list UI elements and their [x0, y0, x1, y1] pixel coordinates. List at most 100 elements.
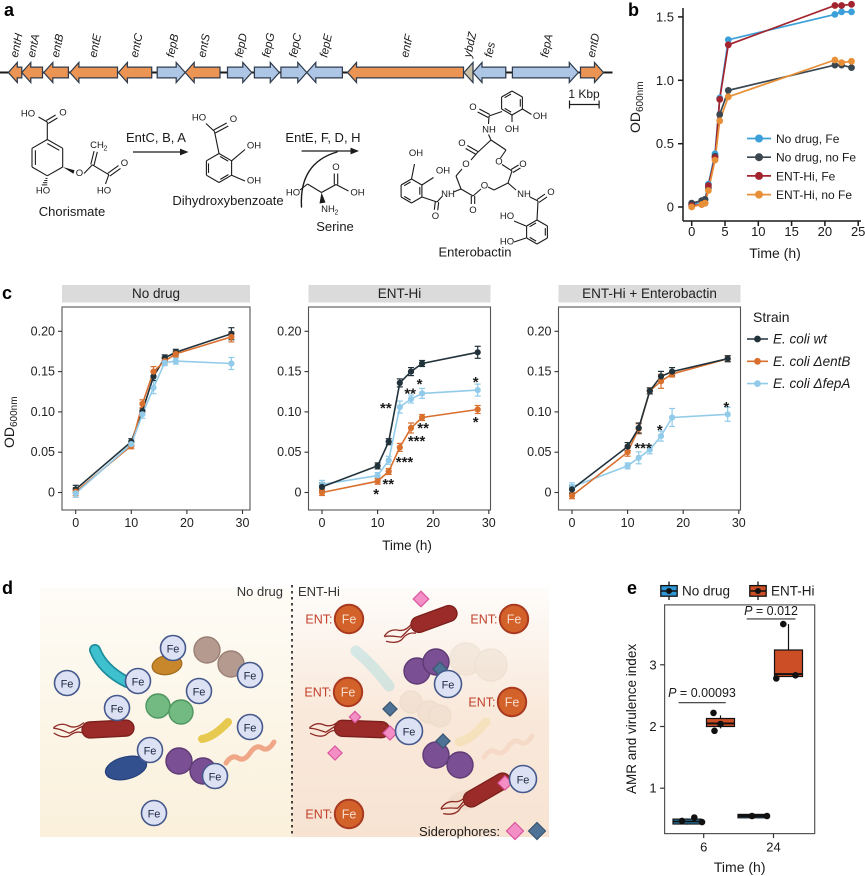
svg-text:0.20: 0.20: [31, 324, 55, 338]
svg-text:HO: HO: [286, 188, 300, 199]
svg-text:*: *: [723, 399, 729, 416]
svg-text:P = 0.00093: P = 0.00093: [668, 686, 736, 700]
svg-text:OH: OH: [409, 148, 423, 159]
svg-text:O: O: [481, 181, 488, 192]
svg-text:Time (h): Time (h): [382, 538, 432, 553]
svg-text:6: 6: [700, 840, 707, 855]
svg-text:ENT:: ENT:: [304, 685, 331, 699]
svg-text:fepC: fepC: [288, 32, 305, 59]
svg-text:Chorismate: Chorismate: [39, 204, 105, 219]
svg-text:entH: entH: [9, 32, 26, 59]
svg-text:Fe: Fe: [209, 771, 222, 783]
svg-text:0.5: 0.5: [656, 136, 674, 151]
svg-text:EntC, B, A: EntC, B, A: [126, 130, 186, 145]
svg-text:No drug, no Fe: No drug, no Fe: [776, 151, 856, 165]
svg-text:*: *: [473, 374, 479, 391]
svg-text:O: O: [432, 211, 439, 222]
svg-text:1: 1: [649, 781, 656, 796]
svg-text:0.15: 0.15: [277, 365, 301, 379]
svg-text:E. coli ΔentB: E. coli ΔentB: [773, 354, 850, 369]
svg-text:0.10: 0.10: [277, 405, 301, 419]
svg-text:15: 15: [784, 224, 798, 239]
svg-text:No drug, Fe: No drug, Fe: [776, 132, 840, 146]
svg-text:c: c: [2, 283, 12, 303]
svg-text:E. coli ΔfepA: E. coli ΔfepA: [773, 376, 850, 391]
svg-text:fepD: fepD: [233, 32, 250, 58]
svg-text:E. coli wt: E. coli wt: [773, 332, 828, 347]
svg-text:20: 20: [818, 224, 832, 239]
svg-text:Strain: Strain: [753, 309, 790, 325]
svg-text:ENT-Hi: ENT-Hi: [771, 584, 815, 599]
svg-text:O: O: [121, 158, 128, 169]
svg-text:entF: entF: [399, 33, 416, 59]
svg-text:5: 5: [721, 224, 728, 239]
svg-text:2: 2: [649, 719, 656, 734]
svg-text:**: **: [404, 386, 416, 403]
svg-text:0: 0: [295, 486, 302, 500]
svg-text:25: 25: [851, 224, 865, 239]
svg-text:24: 24: [766, 840, 780, 855]
svg-text:OH: OH: [247, 141, 261, 152]
svg-text:0.05: 0.05: [527, 445, 551, 459]
svg-text:2: 2: [104, 146, 108, 153]
svg-text:Fe: Fe: [132, 676, 145, 688]
svg-text:HO: HO: [97, 186, 111, 197]
svg-text:Fe: Fe: [167, 643, 180, 655]
svg-text:0.10: 0.10: [31, 405, 55, 419]
svg-text:20: 20: [676, 516, 690, 530]
svg-text:fepE: fepE: [318, 33, 335, 59]
svg-text:*: *: [417, 376, 423, 393]
svg-text:NH: NH: [482, 125, 496, 136]
svg-text:P = 0.012: P = 0.012: [744, 604, 798, 618]
svg-text:Fe: Fe: [403, 726, 416, 738]
svg-text:***: ***: [634, 440, 652, 457]
svg-text:OH: OH: [533, 111, 547, 122]
svg-text:d: d: [2, 578, 13, 598]
svg-text:Fe: Fe: [442, 679, 455, 691]
svg-text:0: 0: [667, 200, 674, 215]
svg-text:10: 10: [371, 516, 385, 530]
svg-text:Time (h): Time (h): [714, 859, 766, 875]
svg-text:Fe: Fe: [244, 722, 257, 734]
svg-text:ybdZ: ybdZ: [462, 30, 479, 59]
svg-text:EntE, F, D, H: EntE, F, D, H: [285, 130, 360, 145]
svg-text:Fe: Fe: [342, 613, 357, 627]
svg-text:CH: CH: [90, 140, 104, 151]
svg-text:Serine: Serine: [316, 219, 354, 234]
svg-text:entE: entE: [87, 33, 104, 59]
svg-text:Fe: Fe: [148, 808, 161, 820]
svg-text:entB: entB: [50, 33, 67, 59]
svg-text:No drug: No drug: [132, 286, 180, 301]
svg-text:entC: entC: [129, 32, 146, 59]
svg-text:fepA: fepA: [539, 33, 556, 59]
svg-text:Fe: Fe: [144, 745, 157, 757]
svg-text:entA: entA: [26, 33, 43, 59]
svg-text:Fe: Fe: [505, 696, 520, 710]
svg-text:O: O: [519, 159, 526, 170]
svg-text:ENT-Hi: ENT-Hi: [378, 286, 422, 301]
svg-text:20: 20: [180, 516, 194, 530]
svg-text:O: O: [59, 108, 66, 119]
svg-text:AMR and virulence index: AMR and virulence index: [624, 644, 639, 794]
svg-text:***: ***: [396, 454, 414, 471]
svg-text:1 Kbp: 1 Kbp: [568, 87, 600, 101]
svg-text:No drug: No drug: [237, 584, 283, 599]
svg-text:entD: entD: [586, 32, 603, 58]
svg-text:ENT-Hi, no Fe: ENT-Hi, no Fe: [776, 188, 852, 202]
svg-text:ENT:: ENT:: [470, 612, 497, 626]
svg-text:OD600nm: OD600nm: [627, 81, 646, 133]
svg-text:30: 30: [482, 516, 496, 530]
svg-text:0.10: 0.10: [527, 405, 551, 419]
svg-text:Fe: Fe: [193, 686, 206, 698]
svg-text:O: O: [458, 138, 465, 149]
svg-text:**: **: [382, 476, 394, 493]
svg-text:Fe: Fe: [342, 808, 357, 822]
svg-text:ENT-Hi + Enterobactin: ENT-Hi + Enterobactin: [582, 286, 717, 301]
svg-text:OH: OH: [436, 166, 450, 177]
svg-text:20: 20: [426, 516, 440, 530]
svg-text:Enterobactin: Enterobactin: [439, 245, 512, 260]
svg-text:ENT-Hi, Fe: ENT-Hi, Fe: [776, 169, 836, 183]
svg-text:Fe: Fe: [111, 703, 124, 715]
svg-text:2: 2: [335, 210, 339, 217]
svg-text:30: 30: [236, 516, 250, 530]
